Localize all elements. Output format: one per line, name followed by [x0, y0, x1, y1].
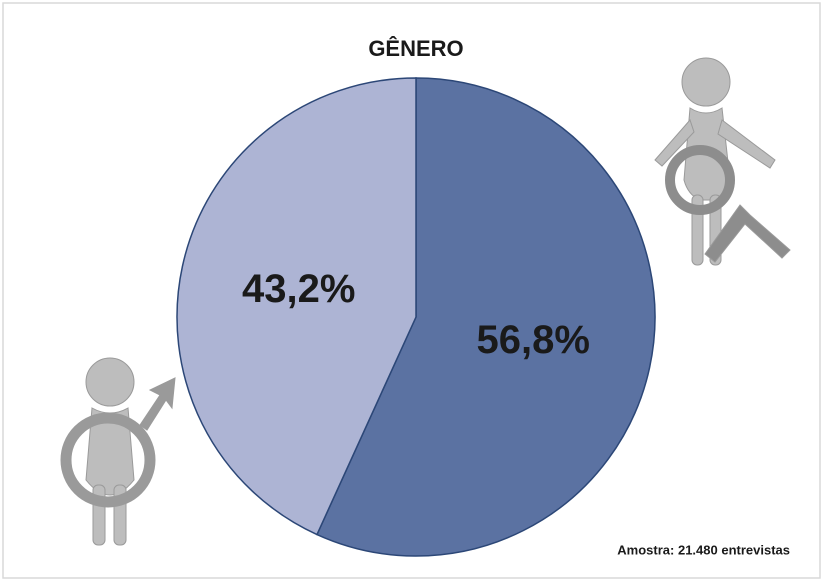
chart: 56,8% 43,2% GÊNERO Amostra: 21.480 entrev…	[0, 0, 823, 581]
annotation: Amostra: 21.480 entrevistas	[617, 542, 790, 557]
value-label: 43,2%	[242, 267, 355, 311]
pie: 56,8% 43,2%	[177, 78, 655, 556]
value-label: 56,8%	[477, 318, 590, 362]
chart-title: GÊNERO	[368, 36, 463, 61]
